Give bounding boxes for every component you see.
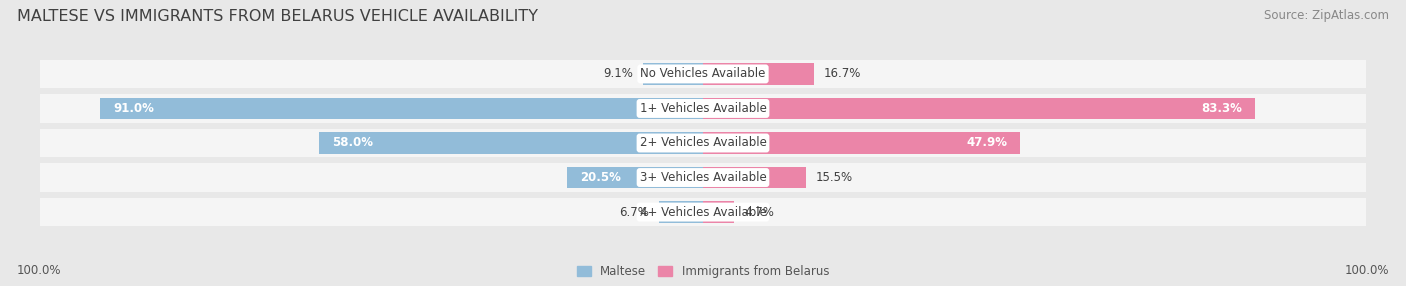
Bar [319, 132, 703, 154]
Bar [703, 63, 814, 85]
Bar [643, 63, 703, 85]
Text: 9.1%: 9.1% [603, 67, 633, 80]
Text: MALTESE VS IMMIGRANTS FROM BELARUS VEHICLE AVAILABILITY: MALTESE VS IMMIGRANTS FROM BELARUS VEHIC… [17, 9, 538, 23]
Text: 91.0%: 91.0% [112, 102, 155, 115]
Bar [41, 94, 1365, 123]
Legend: Maltese, Immigrants from Belarus: Maltese, Immigrants from Belarus [572, 261, 834, 283]
Text: 47.9%: 47.9% [966, 136, 1007, 150]
Text: 100.0%: 100.0% [1344, 265, 1389, 277]
Bar [41, 163, 1365, 192]
Text: 6.7%: 6.7% [619, 206, 648, 219]
Text: 16.7%: 16.7% [824, 67, 860, 80]
Bar [703, 167, 806, 188]
Text: 2+ Vehicles Available: 2+ Vehicles Available [640, 136, 766, 150]
Text: 58.0%: 58.0% [332, 136, 373, 150]
Text: 4.7%: 4.7% [744, 206, 773, 219]
Bar [41, 198, 1365, 226]
Text: Source: ZipAtlas.com: Source: ZipAtlas.com [1264, 9, 1389, 21]
Text: 100.0%: 100.0% [17, 265, 62, 277]
Bar [567, 167, 703, 188]
Bar [100, 98, 703, 119]
Text: No Vehicles Available: No Vehicles Available [640, 67, 766, 80]
Bar [41, 60, 1365, 88]
Text: 83.3%: 83.3% [1201, 102, 1241, 115]
Bar [703, 201, 734, 223]
Bar [703, 132, 1021, 154]
Text: 3+ Vehicles Available: 3+ Vehicles Available [640, 171, 766, 184]
Text: 4+ Vehicles Available: 4+ Vehicles Available [640, 206, 766, 219]
Bar [658, 201, 703, 223]
Bar [41, 129, 1365, 157]
Text: 15.5%: 15.5% [815, 171, 853, 184]
Bar [703, 98, 1256, 119]
Text: 20.5%: 20.5% [581, 171, 621, 184]
Text: 1+ Vehicles Available: 1+ Vehicles Available [640, 102, 766, 115]
